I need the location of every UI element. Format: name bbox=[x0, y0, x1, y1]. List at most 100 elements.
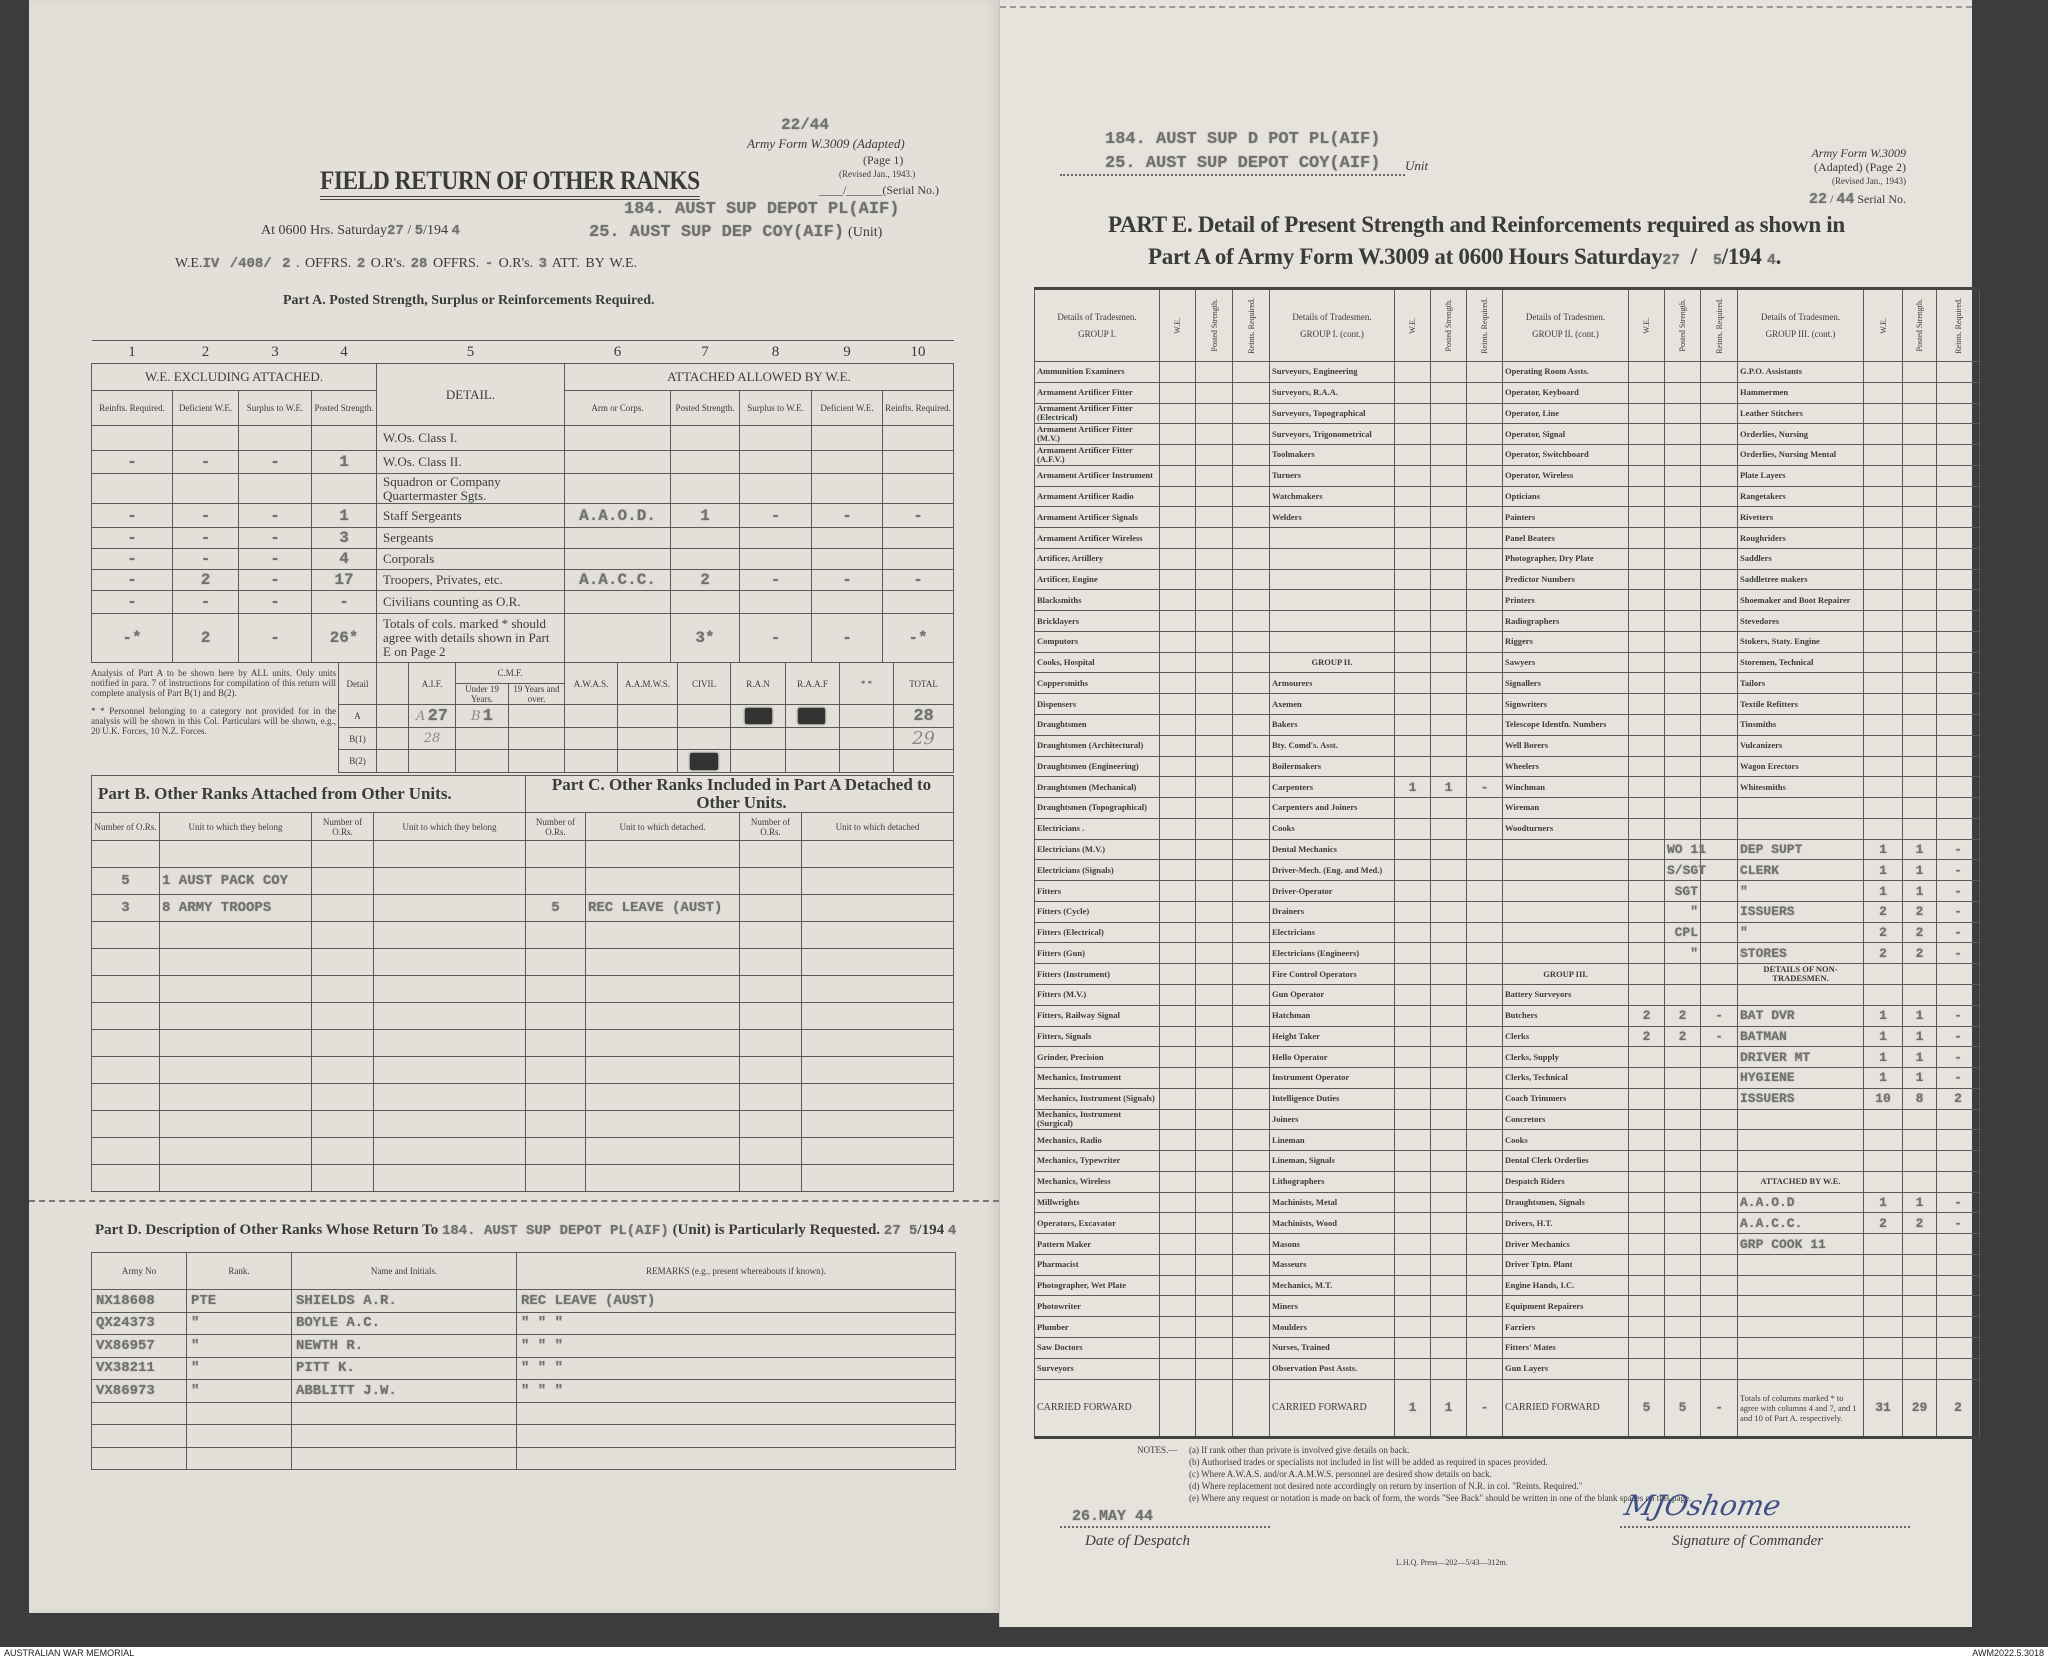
we-cell bbox=[1394, 506, 1431, 529]
we-cell bbox=[1628, 1336, 1665, 1359]
name-and-initials bbox=[291, 1424, 517, 1448]
part-c-cell bbox=[800, 1056, 955, 1084]
handwritten-total-correction: 29 bbox=[912, 728, 935, 749]
archive-name: AUSTRALIAN WAR MEMORIAL bbox=[4, 1648, 135, 1658]
detail-label: Staff Sergeants bbox=[376, 503, 565, 528]
reints-required-cell: - bbox=[1936, 1004, 1980, 1027]
trade-label: Dental Clerk Orderlies bbox=[1502, 1150, 1629, 1172]
column-numbers-row: 1 2 3 4 5 6 7 8 9 10 bbox=[91, 340, 954, 364]
we-cell bbox=[1394, 1253, 1431, 1276]
we-cell bbox=[1394, 630, 1431, 653]
tradesmen-row: Fitters, Signals Height Taker Clerks 2 2- BAT… bbox=[1034, 1025, 1980, 1048]
posted-strength-cell bbox=[1195, 1316, 1233, 1338]
trade-label: CLERK bbox=[1737, 859, 1864, 882]
reints-required-cell bbox=[1232, 942, 1270, 965]
rank: " bbox=[186, 1311, 292, 1335]
posted-strength-cell bbox=[1195, 527, 1233, 549]
posted-strength-cell bbox=[1195, 693, 1233, 716]
attached-cell: 1 bbox=[670, 503, 740, 528]
posted-strength-cell bbox=[1664, 817, 1701, 840]
attached-cell bbox=[739, 548, 812, 570]
tradesmen-row: Bricklayers Radiographers Stevedores bbox=[1034, 610, 1980, 632]
analysis-header-detail: Detail bbox=[338, 662, 377, 705]
cell bbox=[564, 727, 619, 750]
part-b-c-row bbox=[91, 1164, 955, 1192]
reints-required-cell bbox=[1700, 630, 1738, 653]
analysis-header-raaf: R.A.A.F bbox=[785, 662, 841, 705]
reints-required-cell bbox=[1232, 1336, 1270, 1359]
attached-cell: - bbox=[739, 613, 812, 663]
trade-label bbox=[1737, 1295, 1864, 1318]
part-c-cell bbox=[739, 1137, 802, 1165]
reints-required-cell bbox=[1936, 589, 1980, 612]
tradesmen-row: Fitters Driver-Operator SGT " 1 1- bbox=[1034, 880, 1980, 902]
reints-required-cell bbox=[1232, 402, 1270, 425]
posted-strength-cell bbox=[1902, 630, 1937, 653]
totals-note: Totals of columns marked * to agree with… bbox=[1737, 1378, 1864, 1438]
reints-required-cell bbox=[1232, 983, 1270, 1006]
trade-label: Cooks bbox=[1502, 1129, 1629, 1152]
name-and-initials: PITT K. bbox=[291, 1356, 517, 1380]
posted-strength-header: Posted Strength. bbox=[1195, 288, 1233, 362]
trade-label: Driver-Operator bbox=[1269, 880, 1395, 902]
carried-forward-label: CARRIED FORWARD bbox=[1269, 1378, 1395, 1438]
revision-note: (Revised Jan., 1943.) bbox=[839, 169, 916, 179]
reints-required-cell: - bbox=[1936, 859, 1980, 882]
strength-cell: - bbox=[91, 503, 173, 528]
note-item: (a) If rank other than private is involv… bbox=[1189, 1445, 1410, 1455]
reints-required-cell bbox=[1232, 381, 1270, 404]
we-cell bbox=[1159, 485, 1196, 508]
we-cell bbox=[1394, 1108, 1431, 1131]
trade-label: Hatchman bbox=[1269, 1004, 1395, 1027]
trade-label: Observation Post Assts. bbox=[1269, 1357, 1395, 1380]
reints-required-cell bbox=[1936, 776, 1980, 799]
trade-label: Armourers bbox=[1269, 672, 1395, 695]
posted-strength-cell bbox=[1195, 1150, 1233, 1172]
trade-label: Driver Mechanics bbox=[1502, 1233, 1629, 1255]
attached-cell bbox=[739, 425, 812, 451]
part-b-c-row bbox=[91, 840, 955, 868]
posted-strength-cell bbox=[1430, 1067, 1467, 1089]
column-header: Unit to which detached. bbox=[585, 812, 740, 841]
posted-strength-cell bbox=[1430, 506, 1467, 529]
we-cell bbox=[1628, 714, 1665, 736]
posted-strength-cell: 2 bbox=[1902, 942, 1937, 965]
we-cell bbox=[1863, 963, 1903, 985]
posted-strength-cell bbox=[1902, 672, 1937, 695]
analysis-instructions: Analysis of Part A to be shown here by A… bbox=[91, 668, 336, 698]
reints-required-cell bbox=[1466, 444, 1503, 466]
part-c-cell bbox=[585, 840, 740, 868]
we-cell bbox=[1394, 527, 1431, 549]
tradesmen-row: Fitters (Electrical) Electricians CPL " 2 2- bbox=[1034, 921, 1980, 944]
posted-strength-cell bbox=[1195, 1046, 1233, 1069]
we-cell: 2 bbox=[1863, 942, 1903, 965]
unit-name-typed-2: 25. AUST SUP DEPOT COY(AIF) bbox=[1105, 154, 1381, 173]
under19-cell: B 1 bbox=[455, 704, 509, 728]
reints-required-cell bbox=[1700, 1295, 1738, 1318]
part-d-row bbox=[91, 1446, 956, 1470]
page-1: 22/44 Army Form W.3009 (Adapted) (Page 1… bbox=[29, 0, 999, 1613]
part-c-cell bbox=[585, 1029, 740, 1057]
posted-strength-cell: 2 bbox=[1902, 921, 1937, 944]
part-b-cell bbox=[91, 1110, 160, 1138]
trade-label: Telescope Identfn. Numbers bbox=[1502, 714, 1629, 736]
trade-label: A.A.C.C. bbox=[1737, 1212, 1864, 1235]
reints-total: - bbox=[1466, 1378, 1503, 1438]
reints-required-cell bbox=[1232, 485, 1270, 508]
sub-header: Surplus to W.E. bbox=[739, 390, 812, 426]
reints-required-cell bbox=[1232, 1191, 1270, 1214]
reints-required-cell: - bbox=[1936, 900, 1980, 923]
sub-header: Posted Strength. bbox=[311, 390, 377, 426]
tradesmen-row: Coppersmiths Armourers Signallers Tailors bbox=[1034, 672, 1980, 695]
we-cell bbox=[1159, 921, 1196, 944]
we-label: W.E. bbox=[175, 256, 203, 271]
we-cell: 1 bbox=[1863, 880, 1903, 902]
posted-strength-cell bbox=[1195, 464, 1233, 487]
reints-required-cell bbox=[1936, 1108, 1980, 1131]
posted-strength-cell bbox=[1195, 714, 1233, 736]
cell bbox=[617, 727, 679, 750]
remarks: REC LEAVE (AUST) bbox=[516, 1289, 956, 1313]
trade-label: Draughtsmen (Architectural) bbox=[1034, 734, 1160, 757]
part-b-cell bbox=[373, 921, 526, 949]
we-cell bbox=[1863, 693, 1903, 716]
